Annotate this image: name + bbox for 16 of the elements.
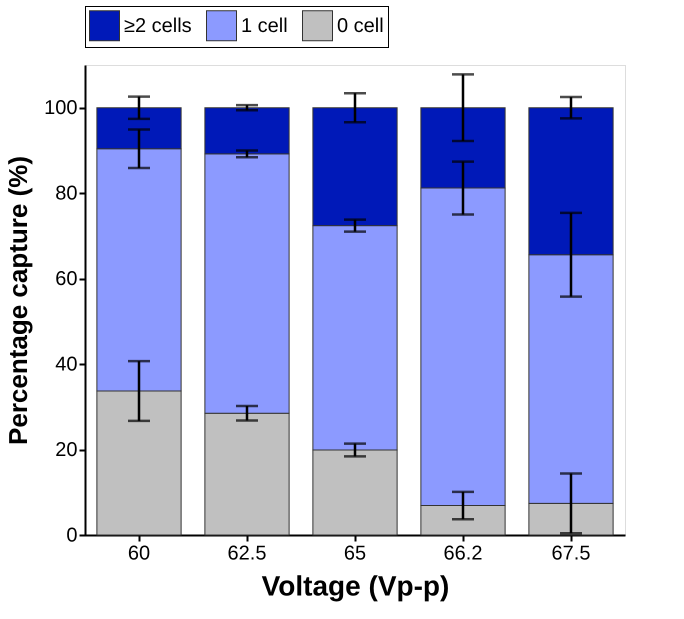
y-tick-label: 100 — [44, 97, 78, 120]
y-tick-label: 20 — [55, 439, 78, 462]
legend-label: ≥2 cells — [124, 14, 192, 37]
x-tick-label: 67.5 — [552, 542, 590, 564]
x-tick-label: 65 — [344, 542, 366, 564]
x-tick-label: 66.2 — [444, 542, 482, 564]
y-tick-label: 60 — [55, 268, 78, 290]
y-axis-title: Percentage capture (%) — [3, 156, 34, 445]
legend-label: 0 cell — [337, 14, 384, 37]
y-tick-label: 80 — [55, 182, 78, 205]
y-tick-label: 0 — [66, 524, 78, 546]
x-tick-label: 62.5 — [228, 542, 266, 564]
y-tick-label: 40 — [55, 354, 78, 376]
x-tick-label: 60 — [128, 542, 150, 564]
legend-label: 1 cell — [241, 14, 288, 37]
x-axis-title: Voltage (Vp-p) — [262, 570, 450, 602]
